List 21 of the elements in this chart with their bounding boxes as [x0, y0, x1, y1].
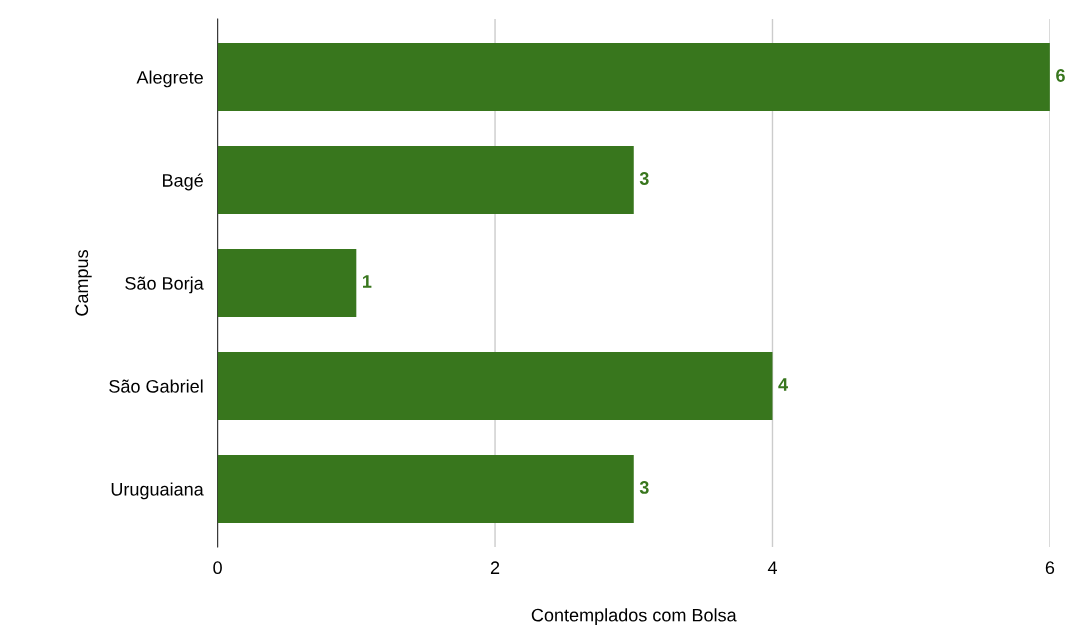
- data-label: 3: [639, 481, 649, 494]
- x-tick-label: 0: [213, 561, 222, 575]
- bar: [217, 455, 634, 523]
- y-tick-label: São Gabriel: [109, 379, 203, 393]
- y-tick-label: Bagé: [163, 173, 203, 191]
- data-label: 3: [639, 172, 649, 185]
- bar: [217, 352, 773, 420]
- data-label: 4: [778, 378, 788, 391]
- x-tick-label: 6: [1045, 561, 1055, 575]
- bar: [217, 146, 634, 215]
- y-axis-title: Campus: [75, 250, 92, 316]
- bar: [217, 249, 357, 317]
- x-axis-title: Contemplados com Bolsa: [531, 608, 737, 626]
- data-label: 6: [1056, 69, 1065, 82]
- x-tick-label: 2: [490, 561, 500, 574]
- data-label: 1: [363, 275, 372, 288]
- y-tick-label: São Borja: [125, 276, 204, 294]
- x-tick-label: 4: [767, 561, 777, 574]
- bar: [217, 43, 1050, 112]
- y-tick-label: Alegrete: [136, 70, 203, 88]
- y-tick-label: Uruguaiana: [111, 482, 204, 500]
